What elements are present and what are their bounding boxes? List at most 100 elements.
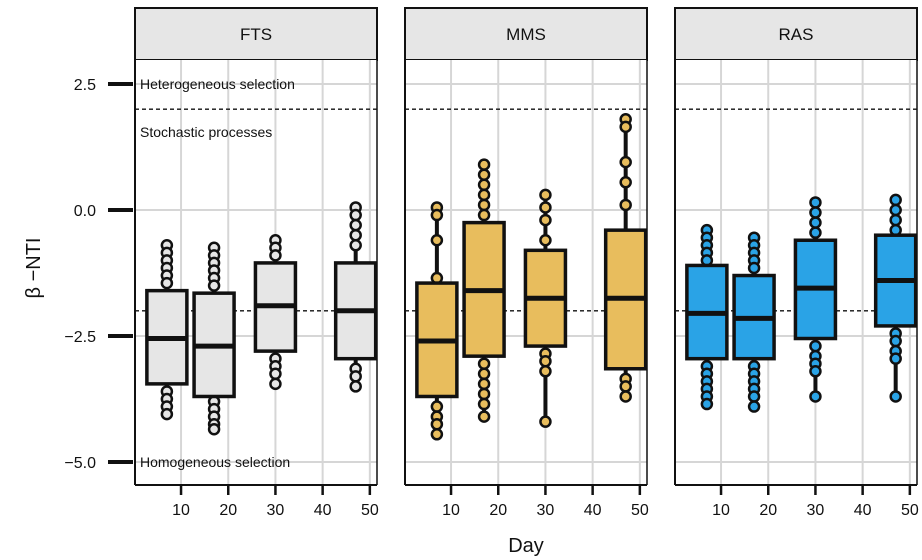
data-point (889, 203, 902, 217)
data-point (477, 198, 491, 212)
data-point (889, 352, 902, 365)
data-point (809, 339, 822, 353)
data-point (809, 226, 822, 239)
panel-title: RAS (779, 25, 814, 44)
data-point (269, 367, 282, 381)
panel-strip (134, 7, 378, 61)
data-point (430, 208, 444, 222)
data-point (539, 213, 552, 227)
y-tick-label: 2.5 (74, 77, 96, 94)
panel-fts: FTS 10 20 30 40 50 Heterogeneous selection Stoc… (134, 7, 379, 519)
box-day-30 (523, 188, 568, 428)
data-point (889, 334, 902, 348)
panel-strip (674, 7, 918, 61)
data-point (160, 407, 174, 421)
panels: FTS 10 20 30 40 50 Heterogeneous selection Stoc… (134, 7, 919, 519)
data-point (809, 390, 822, 403)
x-tick-label: 10 (172, 502, 190, 519)
data-point (619, 198, 632, 212)
panel-mms: MMS 10 20 30 40 50 (404, 7, 649, 519)
data-point (430, 400, 444, 413)
data-point (477, 367, 491, 381)
box-day-7 (145, 239, 189, 421)
box-day-17 (192, 241, 236, 436)
data-point (477, 357, 491, 370)
box-day-30 (253, 233, 298, 391)
x-tick-label: 30 (807, 502, 825, 519)
x-tick-label: 20 (759, 502, 777, 519)
data-point (430, 417, 444, 431)
data-point (160, 276, 174, 290)
x-axis-title: Day (508, 535, 544, 557)
annotation: Heterogeneous selection (140, 76, 295, 92)
data-point (539, 188, 552, 202)
box-day-47 (873, 193, 918, 403)
data-point (477, 397, 491, 411)
data-point (207, 279, 221, 292)
data-point (539, 415, 552, 428)
data-point (539, 365, 552, 378)
y-axis-title: β −NTI (23, 238, 45, 299)
box-day-17 (732, 231, 776, 413)
data-point (619, 120, 632, 134)
panel-ras: RAS 10 20 30 40 50 (674, 7, 919, 519)
data-point (477, 208, 491, 222)
data-point (477, 168, 491, 181)
data-point (349, 208, 362, 222)
x-tick-label: 10 (442, 502, 460, 519)
data-point (539, 354, 552, 368)
y-tick-label: −5.0 (64, 455, 96, 472)
data-point (889, 213, 902, 227)
data-point (809, 196, 822, 209)
x-tick-label: 50 (631, 502, 649, 519)
box-day-30 (793, 196, 838, 403)
annotation: Homogeneous selection (140, 454, 290, 470)
data-point (809, 206, 822, 219)
x-tick-label: 40 (314, 502, 332, 519)
x-tick-label: 30 (267, 502, 285, 519)
data-point (477, 387, 491, 401)
y-tick-label: −2.5 (64, 329, 96, 346)
data-point (700, 397, 714, 411)
data-point (889, 193, 902, 207)
x-tick-label: 20 (489, 502, 507, 519)
data-point (619, 155, 632, 169)
panel-title: MMS (506, 25, 546, 44)
data-point (809, 365, 822, 378)
data-point (809, 216, 822, 229)
data-point (430, 233, 444, 247)
x-tick-label: 40 (854, 502, 872, 519)
data-point (539, 201, 552, 214)
data-point (349, 218, 362, 232)
data-point (349, 370, 362, 383)
data-point (477, 188, 491, 202)
data-point (889, 390, 902, 403)
box-day-47 (603, 113, 648, 403)
data-point (269, 377, 282, 391)
panel-strip (404, 7, 648, 61)
data-point (747, 261, 761, 275)
data-point (349, 239, 362, 252)
data-point (539, 233, 552, 247)
x-tick-label: 50 (361, 502, 379, 519)
data-point (477, 178, 491, 192)
data-point (747, 390, 761, 403)
data-point (477, 377, 491, 391)
data-point (477, 410, 491, 423)
box-day-17 (462, 158, 506, 423)
data-point (349, 380, 362, 393)
box-day-47 (333, 201, 378, 393)
data-point (619, 390, 632, 403)
data-point (477, 158, 491, 171)
x-tick-label: 30 (537, 502, 555, 519)
data-point (430, 428, 444, 441)
data-point (619, 176, 632, 189)
data-point (269, 249, 282, 262)
x-tick-label: 40 (584, 502, 602, 519)
x-tick-label: 20 (219, 502, 237, 519)
annotation: Stochastic processes (140, 124, 272, 140)
box-day-7 (685, 223, 729, 411)
panel-title: FTS (240, 25, 272, 44)
data-point (207, 422, 221, 436)
